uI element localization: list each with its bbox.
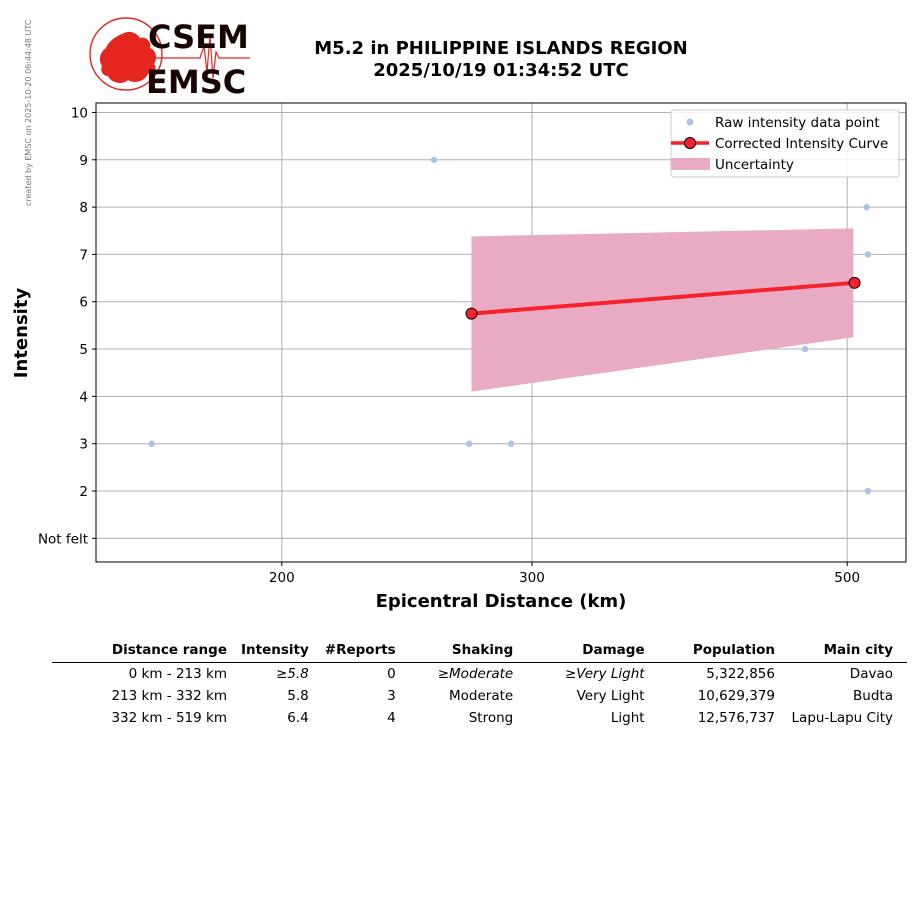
x-tick-label: 200 xyxy=(269,570,295,586)
y-tick-label: 9 xyxy=(79,153,88,169)
header-reports: #Reports xyxy=(324,642,396,658)
x-axis-label: Epicentral Distance (km) xyxy=(376,591,627,612)
raw-data-point xyxy=(864,251,872,258)
table-row: 332 km - 519 km 6.4 4 Strong Light 12,57… xyxy=(52,707,907,729)
legend-raw-marker xyxy=(686,118,694,126)
uncertainty-band xyxy=(471,228,854,392)
raw-data-point xyxy=(148,440,155,447)
y-tick-label: 2 xyxy=(79,484,88,500)
y-tick-label: 5 xyxy=(79,342,88,358)
cell-reports: 0 xyxy=(387,666,396,682)
y-tick-label: Not felt xyxy=(38,531,88,547)
table-row: 213 km - 332 km 5.8 3 Moderate Very Ligh… xyxy=(52,685,907,707)
raw-data-point xyxy=(864,487,872,495)
legend-curve-marker xyxy=(684,137,696,149)
header-population: Population xyxy=(692,642,775,658)
cell-population: 5,322,856 xyxy=(706,666,775,682)
cell-range: 332 km - 519 km xyxy=(111,710,227,726)
cell-range: 0 km - 213 km xyxy=(128,666,227,682)
raw-data-point xyxy=(863,203,870,211)
header-distance-range: Distance range xyxy=(111,642,227,658)
cell-shaking: Strong xyxy=(468,710,514,726)
x-tick-label: 300 xyxy=(519,570,545,586)
axis-ticks: 200 300 500 Not felt 2 3 4 5 6 7 8 9 10 xyxy=(38,105,860,586)
cell-intensity: 6.4 xyxy=(287,710,309,726)
title-event: M5.2 in PHILIPPINE ISLANDS REGION xyxy=(314,38,688,59)
header-damage: Damage xyxy=(582,642,645,658)
cell-damage: ≥Very Light xyxy=(565,666,645,682)
cell-population: 10,629,379 xyxy=(697,688,775,704)
legend-uncertainty-swatch xyxy=(671,158,710,170)
y-tick-label: 10 xyxy=(71,105,88,121)
table-header-row: Distance range Intensity #Reports Shakin… xyxy=(52,640,907,663)
cell-main-city: Lapu-Lapu City xyxy=(791,710,893,726)
cell-range: 213 km - 332 km xyxy=(111,688,227,704)
title-datetime: 2025/10/19 01:34:52 UTC xyxy=(373,60,629,81)
uncertainty-band-layer xyxy=(471,228,854,392)
y-axis-label: Intensity xyxy=(11,288,32,379)
y-tick-label: 6 xyxy=(79,295,88,311)
cell-reports: 3 xyxy=(387,688,396,704)
y-tick-label: 8 xyxy=(79,200,88,216)
corrected-intensity-point xyxy=(848,276,861,289)
raw-points-layer xyxy=(148,156,872,495)
plot-frame xyxy=(95,102,907,563)
cell-intensity: 5.8 xyxy=(287,688,309,704)
cell-shaking: ≥Moderate xyxy=(437,666,514,682)
logo-text-csem: CSEM xyxy=(148,18,249,56)
emsc-logo: CSEM EMSC xyxy=(89,17,250,100)
cell-reports: 4 xyxy=(387,710,396,726)
cell-damage: Light xyxy=(610,710,645,726)
intensity-summary-table: Distance range Intensity #Reports Shakin… xyxy=(52,640,907,729)
cell-intensity: ≥5.8 xyxy=(275,666,309,682)
logo-europe-map xyxy=(99,31,157,83)
intensity-summary-table-wrap: Distance range Intensity #Reports Shakin… xyxy=(52,640,907,729)
header-main-city: Main city xyxy=(823,642,893,658)
legend-raw-label: Raw intensity data point xyxy=(715,115,880,131)
cell-population: 12,576,737 xyxy=(697,710,775,726)
corrected-intensity-line xyxy=(471,280,855,316)
raw-data-point xyxy=(466,440,473,447)
y-tick-label: 7 xyxy=(79,247,88,263)
corrected-curve-layer xyxy=(465,276,861,320)
cell-main-city: Davao xyxy=(849,666,893,682)
corrected-intensity-point xyxy=(465,307,478,320)
table-row: 0 km - 213 km ≥5.8 0 ≥Moderate ≥Very Lig… xyxy=(52,663,907,686)
header-shaking: Shaking xyxy=(451,642,514,658)
legend-curve-label: Corrected Intensity Curve xyxy=(715,136,888,152)
x-tick-label: 500 xyxy=(834,570,860,586)
raw-data-point xyxy=(430,156,438,163)
logo-seismograph-line xyxy=(148,35,250,79)
legend-uncertainty-label: Uncertainty xyxy=(715,157,794,173)
cell-main-city: Budta xyxy=(853,688,893,704)
cell-damage: Very Light xyxy=(576,688,645,704)
logo-globe-outline xyxy=(89,17,163,91)
intensity-distance-chart: 200 300 500 Not felt 2 3 4 5 6 7 8 9 10 Epicentral D… xyxy=(11,102,907,612)
y-tick-label: 3 xyxy=(79,437,88,453)
header-intensity: Intensity xyxy=(240,642,309,658)
raw-data-point xyxy=(507,440,515,447)
chart-title: M5.2 in PHILIPPINE ISLANDS REGION 2025/1… xyxy=(290,38,712,82)
y-tick-label: 4 xyxy=(79,389,88,405)
legend: Raw intensity data point Corrected Inten… xyxy=(670,109,900,178)
cell-shaking: Moderate xyxy=(449,688,514,704)
logo-text-emsc: EMSC xyxy=(146,63,246,100)
raw-data-point xyxy=(801,345,809,353)
